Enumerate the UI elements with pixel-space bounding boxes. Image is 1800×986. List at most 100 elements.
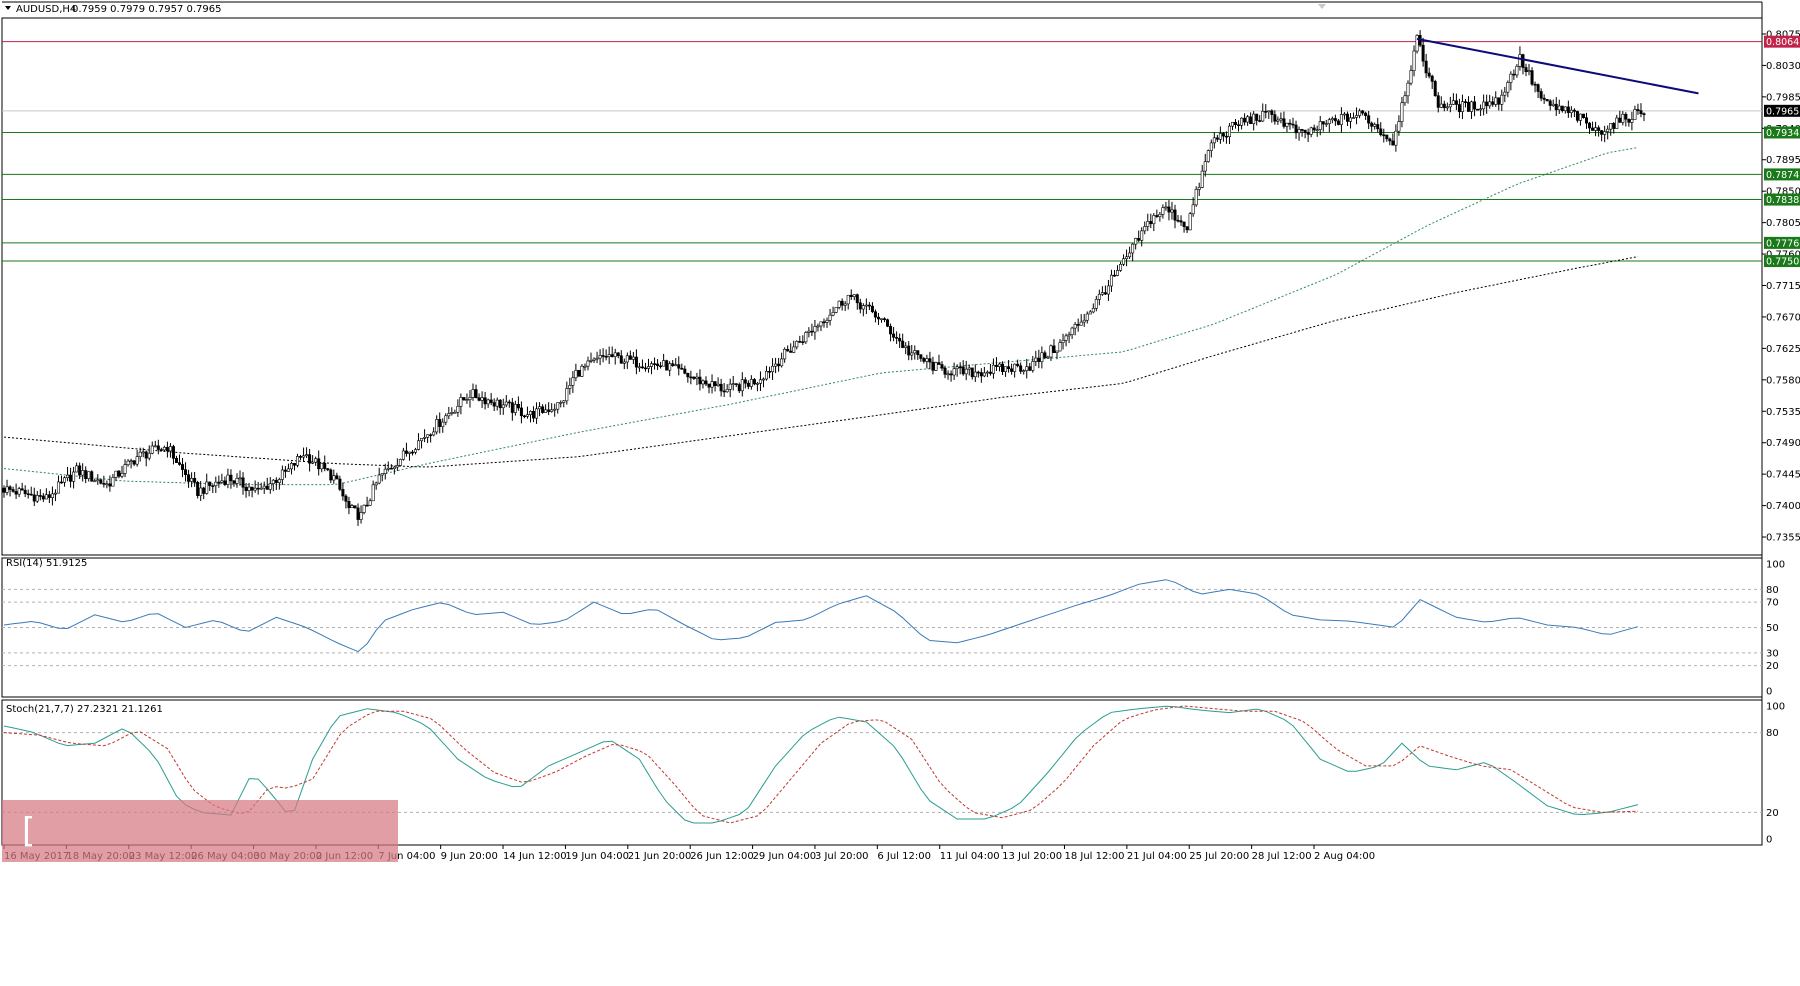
stoch-levels: [2, 732, 1762, 813]
candle-body: [922, 358, 926, 362]
candle-body: [1476, 108, 1480, 111]
rsi-pane[interactable]: 100 80 70 50 30 20 0 RSI(14) 51.9125: [2, 558, 1785, 698]
candle-body: [196, 482, 200, 496]
candle-body: [559, 402, 563, 404]
candle-body: [1639, 110, 1643, 115]
candle-body: [474, 389, 478, 399]
candle-body: [1509, 73, 1513, 83]
candle-body: [928, 358, 932, 363]
candle-body: [1364, 112, 1368, 116]
candle-body: [96, 479, 100, 482]
candle-body: [1255, 113, 1259, 121]
current-price-tag: [1764, 104, 1800, 117]
candle-body: [117, 470, 121, 477]
candle-body: [193, 478, 197, 483]
candle-body: [1563, 106, 1567, 112]
candle-body: [1451, 100, 1455, 105]
candle-body: [1031, 361, 1035, 371]
candle-body: [1067, 334, 1071, 337]
candle-body: [1112, 274, 1116, 277]
candle-body: [114, 470, 118, 478]
time-tick-label: 25 Jul 20:00: [1189, 851, 1249, 862]
candle-body: [1542, 97, 1546, 100]
candle-body: [1279, 118, 1283, 121]
candle-body: [1197, 187, 1201, 190]
candle-body: [1040, 352, 1044, 363]
candle-body: [752, 379, 756, 385]
candle-body: [277, 479, 281, 483]
candle-body: [1342, 113, 1346, 116]
candle-body: [934, 362, 938, 371]
candle-body: [1055, 350, 1059, 353]
candle-body: [985, 371, 989, 374]
candle-body: [825, 319, 829, 323]
candle-body: [308, 454, 312, 464]
candle-body: [320, 462, 324, 470]
candle-body: [429, 434, 433, 437]
candle-body: [1442, 103, 1446, 109]
candle-body: [943, 367, 947, 375]
candle-body: [1339, 114, 1343, 125]
candle-body: [553, 408, 557, 411]
candle-body: [1566, 106, 1570, 113]
candle-body: [241, 477, 245, 488]
horizontal-levels: [2, 41, 1762, 262]
rsi-tick-label: 80: [1766, 585, 1779, 596]
candle-body: [1515, 66, 1519, 76]
time-tick-label: 28 Jul 12:00: [1252, 851, 1312, 862]
candle-body: [659, 365, 663, 368]
candle-body: [1391, 140, 1395, 146]
candle-body: [165, 447, 169, 452]
candle-body: [283, 469, 287, 472]
candle-body: [1185, 226, 1189, 231]
candle-body: [1367, 115, 1371, 124]
candle-body: [338, 478, 342, 490]
candle-body: [568, 385, 572, 389]
candle-body: [1530, 70, 1534, 85]
candle-body: [8, 486, 12, 490]
candle-body: [704, 380, 708, 385]
candle-body: [507, 401, 511, 404]
candle-body: [988, 371, 992, 374]
candle-body: [792, 346, 796, 353]
candle-body: [535, 408, 539, 419]
resistance-trendline[interactable]: [1416, 37, 1699, 95]
candle-body: [979, 372, 983, 377]
candle-body: [541, 406, 545, 413]
candle-body: [1297, 129, 1301, 134]
candle-body: [1200, 170, 1204, 188]
candle-body: [619, 355, 623, 364]
candle-body: [35, 495, 39, 502]
price-pane[interactable]: 0.80750.80300.79850.79400.78950.78500.78…: [2, 29, 1800, 544]
candle-body: [879, 318, 883, 321]
candle-body: [774, 363, 778, 367]
candle-body: [1600, 130, 1604, 135]
candle-body: [780, 358, 784, 367]
candle-body: [32, 494, 36, 502]
stoch-label: Stoch(21,7,7) 27.2321 21.1261: [6, 704, 163, 715]
candle-body: [837, 300, 841, 308]
candle-body: [528, 411, 532, 415]
candle-body: [1400, 102, 1404, 122]
candle-body: [1539, 91, 1543, 99]
candle-body: [123, 464, 127, 474]
candle-body: [1321, 121, 1325, 125]
chart-canvas[interactable]: 0.80750.80300.79850.79400.78950.78500.78…: [0, 0, 1800, 868]
candle-body: [1076, 324, 1080, 326]
dropdown-triangle-icon[interactable]: [5, 6, 11, 10]
candle-body: [695, 376, 699, 379]
candle-body: [689, 376, 693, 379]
slow-moving-average: [3, 256, 1638, 468]
candle-body: [1010, 368, 1014, 372]
candle-body: [867, 304, 871, 307]
rsi-tick-label: 50: [1766, 623, 1779, 634]
candle-body: [1467, 101, 1471, 112]
candle-body: [1294, 124, 1298, 134]
candle-body: [1152, 215, 1156, 225]
candle-body: [686, 372, 690, 378]
level-tag-label: 0.7874: [1766, 170, 1799, 181]
candle-body: [740, 379, 744, 392]
candle-body: [326, 468, 330, 471]
candle-body: [722, 390, 726, 393]
candle-body: [1624, 113, 1628, 120]
